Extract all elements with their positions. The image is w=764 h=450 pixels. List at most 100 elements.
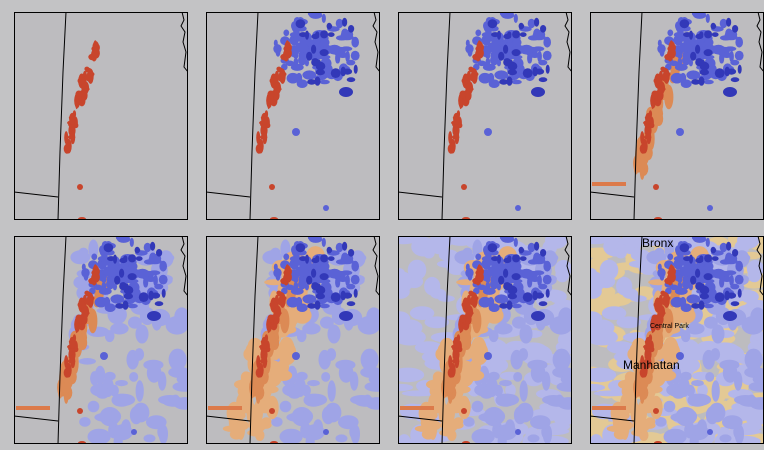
blue-area <box>534 242 539 251</box>
light-blue-area <box>338 415 359 429</box>
blue-area <box>508 69 517 75</box>
blue-area <box>488 297 494 307</box>
area <box>707 429 713 435</box>
area <box>707 205 713 211</box>
blue-area <box>512 30 520 38</box>
light-blue-area <box>321 372 330 382</box>
light-blue-area <box>530 415 551 429</box>
blue-area <box>715 292 725 302</box>
blue-area <box>331 292 341 302</box>
blue-area <box>695 45 700 54</box>
red-area <box>266 123 270 128</box>
light-blue-area <box>307 380 320 386</box>
blue-area <box>483 64 496 71</box>
blue-area <box>512 254 520 262</box>
red-area <box>74 347 78 352</box>
blue-area <box>306 41 311 46</box>
light-blue-area <box>586 272 605 293</box>
red-area <box>646 130 651 144</box>
light-blue-area <box>325 403 342 423</box>
blue-area <box>731 301 740 306</box>
blue-area <box>316 293 325 299</box>
red-area <box>276 291 281 296</box>
light-blue-area <box>712 380 720 401</box>
light-blue-area <box>671 387 686 399</box>
blue-area <box>509 60 513 67</box>
light-blue-area <box>177 375 196 385</box>
blue-area <box>732 249 738 257</box>
blue-area <box>535 69 544 75</box>
blue-area <box>319 304 329 309</box>
area <box>100 352 108 360</box>
map-grid: BronxCentral ParkManhattan <box>0 0 764 450</box>
red-area <box>468 291 473 296</box>
blue-area <box>680 297 686 307</box>
light-blue-area <box>520 325 533 344</box>
map-panel <box>14 233 196 449</box>
red-area <box>470 73 477 82</box>
blue-area <box>156 249 162 257</box>
blue-area <box>498 276 504 285</box>
red-area <box>86 73 93 82</box>
blue-area <box>514 238 518 247</box>
blue-area <box>322 238 326 247</box>
area <box>461 408 467 414</box>
red-area <box>651 315 658 323</box>
red-area <box>669 48 676 59</box>
blue-area <box>150 242 155 251</box>
blue-area <box>328 256 335 261</box>
red-area <box>82 90 88 101</box>
blue-area <box>507 301 513 310</box>
blue-area <box>543 51 552 61</box>
area <box>323 205 329 211</box>
blue-area <box>308 234 322 241</box>
blue-area <box>726 18 731 27</box>
area <box>531 87 545 97</box>
blue-area <box>738 289 742 298</box>
blue-area <box>727 293 736 299</box>
blue-area <box>306 296 312 301</box>
blue-area <box>667 30 673 37</box>
blue-area <box>705 38 714 47</box>
blue-area <box>283 254 289 261</box>
blue-area <box>116 234 130 241</box>
map-panel: BronxCentral ParkManhattan <box>573 229 764 450</box>
blue-area <box>513 262 522 271</box>
blue-area <box>528 276 541 282</box>
blue-area <box>523 292 533 302</box>
blue-area <box>81 268 89 277</box>
red-area <box>462 301 470 308</box>
orange-strip <box>400 406 434 410</box>
blue-area <box>683 32 691 37</box>
red-area <box>270 77 278 84</box>
blue-area <box>343 293 352 299</box>
red-area <box>256 131 260 144</box>
light-blue-area <box>740 422 762 430</box>
blue-area <box>711 247 716 254</box>
area <box>269 184 275 190</box>
area <box>77 408 83 414</box>
red-area <box>261 113 267 125</box>
red-area <box>454 130 459 144</box>
blue-area <box>488 19 498 28</box>
light-blue-area <box>520 380 528 401</box>
blue-area <box>351 275 360 285</box>
blue-area <box>738 65 742 74</box>
area <box>723 311 737 321</box>
blue-area <box>317 60 321 67</box>
red-area <box>654 301 662 308</box>
blue-area <box>534 18 539 27</box>
orange-strip <box>208 406 242 410</box>
blue-area <box>720 52 733 58</box>
light-blue-area <box>114 434 123 449</box>
light-blue-area <box>115 380 128 386</box>
blue-area <box>546 289 550 298</box>
red-area <box>267 91 274 99</box>
area <box>292 352 300 360</box>
blue-area <box>283 30 289 37</box>
map-panel <box>388 230 580 450</box>
light-blue-area <box>350 395 373 405</box>
light-blue-area <box>328 325 341 344</box>
blue-area <box>703 80 713 85</box>
blue-area <box>488 243 498 252</box>
